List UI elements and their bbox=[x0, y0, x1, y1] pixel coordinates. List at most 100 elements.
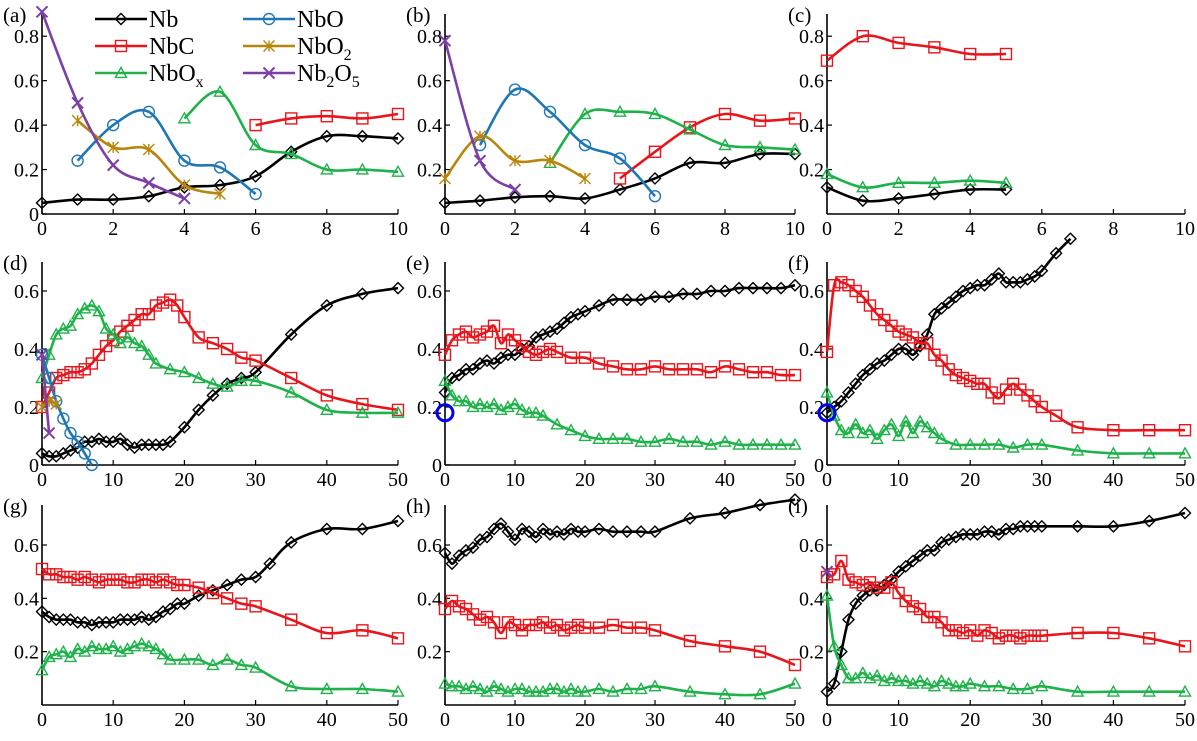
point-NbOx bbox=[999, 175, 1013, 188]
point-NbOx bbox=[248, 138, 263, 151]
point-Nb bbox=[884, 348, 898, 362]
series-NbC bbox=[820, 30, 1013, 67]
point-NbC bbox=[1028, 629, 1041, 642]
legend-entry-NbOx: NbOx bbox=[95, 61, 204, 91]
point-NbC bbox=[942, 624, 955, 637]
point-Nb bbox=[192, 403, 206, 417]
point-NbOx bbox=[746, 437, 760, 450]
point-Nb bbox=[1142, 514, 1156, 528]
point-NbOx bbox=[206, 376, 220, 389]
point-Nb bbox=[970, 527, 984, 541]
x-tick-label: 30 bbox=[645, 469, 665, 491]
point-NbC bbox=[249, 118, 262, 132]
point-Nb bbox=[856, 368, 870, 382]
point-NbC bbox=[835, 554, 848, 568]
x-tick-label: 20 bbox=[174, 469, 194, 491]
point-NbC bbox=[1107, 424, 1120, 437]
point-NbO bbox=[178, 154, 191, 167]
point-Nb bbox=[963, 183, 977, 197]
point-Nb2O5 bbox=[35, 348, 49, 362]
x-tick-label: 2 bbox=[894, 218, 904, 240]
point-Nb bbox=[620, 525, 634, 539]
point-NbC bbox=[206, 337, 220, 350]
point-Nb bbox=[592, 299, 606, 312]
y-tick-label: 0.2 bbox=[14, 642, 39, 664]
series-line-Nb2O5 bbox=[40, 354, 51, 434]
point-NbC bbox=[522, 618, 536, 632]
x-tick-label: 50 bbox=[785, 709, 805, 731]
point-NbOx bbox=[571, 684, 585, 697]
point-Nb bbox=[557, 527, 571, 541]
point-NbOx bbox=[634, 682, 648, 695]
point-Nb bbox=[578, 525, 592, 539]
point-NbC bbox=[999, 629, 1013, 642]
point-Nb bbox=[206, 388, 220, 402]
x-tick-label: 20 bbox=[174, 709, 194, 731]
point-NbOx bbox=[934, 431, 949, 444]
point-Nb bbox=[35, 196, 49, 210]
x-tick-label: 6 bbox=[650, 218, 660, 240]
point-Nb2O5 bbox=[508, 183, 522, 196]
point-NbC bbox=[842, 573, 855, 586]
point-NbOx bbox=[927, 426, 942, 439]
y-tick-label: 0.6 bbox=[417, 281, 442, 303]
point-NbC bbox=[128, 576, 141, 589]
point-Nb bbox=[128, 613, 142, 627]
point-NbOx bbox=[320, 402, 334, 415]
point-NbC bbox=[676, 363, 690, 376]
point-NbOx bbox=[620, 682, 634, 695]
point-NbO2 bbox=[142, 143, 155, 156]
point-NbOx bbox=[863, 423, 877, 436]
point-NbOx bbox=[320, 162, 334, 175]
point-NbC bbox=[949, 368, 963, 382]
point-Nb bbox=[1071, 519, 1085, 533]
point-NbC bbox=[391, 403, 405, 417]
point-NbOx bbox=[106, 639, 120, 652]
x-tick-label: 10 bbox=[103, 709, 123, 731]
point-NbC bbox=[391, 632, 405, 645]
point-NbC bbox=[135, 573, 148, 586]
point-NbOx bbox=[963, 437, 977, 450]
point-NbO bbox=[435, 403, 455, 423]
series-line-NbC bbox=[443, 324, 796, 377]
point-Nb bbox=[606, 525, 620, 539]
point-NbOx bbox=[788, 142, 802, 155]
point-Nb2O5 bbox=[35, 5, 49, 18]
point-NbOx bbox=[459, 394, 473, 407]
series-line-NbC bbox=[40, 298, 399, 412]
point-Nb bbox=[355, 522, 369, 536]
point-NbOx bbox=[177, 111, 192, 124]
point-NbC bbox=[356, 397, 369, 411]
series-NbC bbox=[820, 554, 1192, 653]
point-NbC bbox=[1107, 626, 1120, 640]
point-NbC bbox=[149, 576, 163, 589]
point-NbC bbox=[320, 110, 333, 123]
point-NbC bbox=[494, 337, 508, 350]
point-NbC bbox=[592, 621, 606, 634]
point-NbO bbox=[64, 426, 77, 440]
point-Nb2O5 bbox=[106, 158, 120, 172]
point-Nb bbox=[234, 371, 248, 385]
x-tick-label: 10 bbox=[505, 709, 525, 731]
point-Nb bbox=[849, 377, 863, 391]
y-tick-label: 0.4 bbox=[417, 115, 442, 137]
x-tick-label: 40 bbox=[1103, 709, 1123, 731]
point-Nb bbox=[113, 432, 127, 446]
series-NbOx bbox=[820, 588, 1192, 697]
point-NbOx bbox=[191, 652, 206, 665]
y-tick-label: 0.4 bbox=[417, 588, 442, 610]
series-line-Nb bbox=[826, 237, 1072, 414]
x-tick-label: 20 bbox=[960, 709, 980, 731]
point-Nb bbox=[473, 194, 487, 208]
series-line-Nb bbox=[41, 286, 399, 458]
point-Nb bbox=[606, 293, 620, 307]
point-NbO bbox=[213, 161, 227, 174]
series-line-NbOx bbox=[825, 392, 1185, 455]
point-Nb bbox=[234, 573, 248, 587]
x-tick-label: 6 bbox=[1037, 218, 1047, 240]
series-NbOx bbox=[35, 636, 405, 697]
point-NbOx bbox=[920, 676, 934, 689]
series-Nb bbox=[35, 281, 405, 463]
point-NbOx bbox=[445, 388, 459, 401]
